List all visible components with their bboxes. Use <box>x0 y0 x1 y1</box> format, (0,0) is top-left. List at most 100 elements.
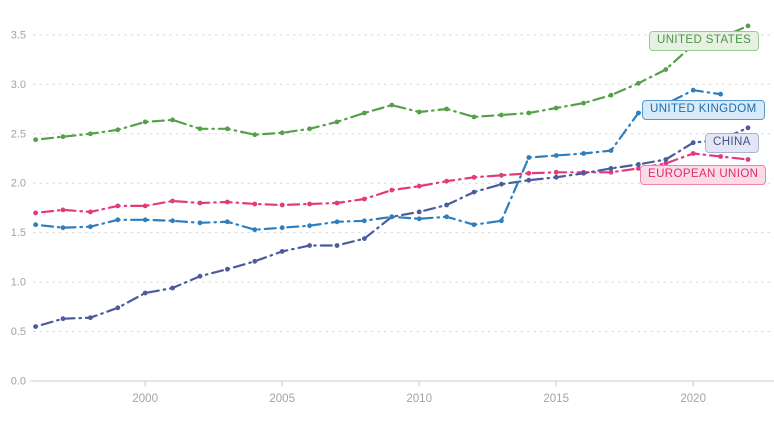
data-point-china-2001 <box>170 285 176 291</box>
data-point-european-union-2010 <box>416 183 422 189</box>
data-point-united-states-1998 <box>88 131 93 137</box>
data-point-european-union-2020 <box>690 151 696 156</box>
y-tick-label: 3.0 <box>11 79 26 91</box>
data-point-united-states-2010 <box>416 109 422 115</box>
data-point-united-states-1997 <box>60 134 66 140</box>
data-point-united-kingdom-2009 <box>389 214 395 220</box>
data-point-united-kingdom-2011 <box>444 214 449 220</box>
data-point-china-1998 <box>88 315 93 321</box>
data-point-united-kingdom-2006 <box>307 223 312 229</box>
x-tick-label: 2000 <box>132 393 158 405</box>
data-point-united-kingdom-2017 <box>608 148 614 154</box>
legend-label-china[interactable]: CHINA <box>705 133 759 153</box>
data-point-european-union-2004 <box>252 201 258 207</box>
x-tick-label: 2020 <box>680 393 706 405</box>
y-tick-label: 0.5 <box>11 326 26 338</box>
data-point-european-union-2015 <box>553 169 559 175</box>
data-point-united-kingdom-2021 <box>718 91 723 97</box>
data-point-china-2004 <box>252 258 258 264</box>
x-tick-label: 2010 <box>406 393 432 405</box>
data-point-european-union-2013 <box>499 172 504 178</box>
data-point-european-union-2005 <box>279 202 285 208</box>
data-point-united-states-1999 <box>115 127 121 133</box>
data-point-united-kingdom-2001 <box>170 218 176 224</box>
data-point-china-2012 <box>471 189 477 195</box>
data-point-european-union-2012 <box>471 174 477 180</box>
legend-label-united-states[interactable]: UNITED STATES <box>649 31 760 51</box>
data-point-united-states-2013 <box>499 112 504 118</box>
data-point-china-2005 <box>279 249 285 254</box>
data-point-european-union-2007 <box>334 200 340 206</box>
data-point-china-2016 <box>581 170 586 176</box>
data-point-united-states-1996 <box>33 137 38 143</box>
data-point-united-states-2011 <box>444 106 449 112</box>
data-point-china-2000 <box>142 290 148 296</box>
data-point-united-kingdom-1999 <box>115 217 121 223</box>
data-point-united-states-2009 <box>389 102 395 108</box>
data-point-european-union-1999 <box>115 203 121 209</box>
data-point-united-kingdom-2007 <box>334 219 340 225</box>
data-point-european-union-2021 <box>718 154 723 159</box>
data-point-china-2015 <box>553 174 559 180</box>
data-point-united-states-2015 <box>553 105 559 111</box>
series-line-china[interactable] <box>34 126 750 328</box>
data-point-united-kingdom-2010 <box>416 216 422 222</box>
data-point-china-2022 <box>745 125 751 131</box>
data-point-united-states-2012 <box>471 114 477 120</box>
data-point-united-kingdom-2008 <box>362 218 367 224</box>
data-point-european-union-1996 <box>33 210 38 216</box>
data-point-european-union-2014 <box>526 170 532 176</box>
legend-label-european-union[interactable]: EUROPEAN UNION <box>640 165 767 185</box>
legend-label-united-kingdom[interactable]: UNITED KINGDOM <box>642 100 765 120</box>
data-point-china-1997 <box>60 316 66 322</box>
data-point-united-states-2019 <box>663 67 669 72</box>
data-point-european-union-2008 <box>362 196 367 202</box>
x-tick-label: 2005 <box>269 393 295 405</box>
data-point-united-states-2000 <box>142 119 148 125</box>
y-tick-label: 2.0 <box>11 178 26 190</box>
data-point-united-kingdom-2000 <box>142 217 148 223</box>
x-tick-label: 2015 <box>543 393 569 405</box>
data-point-united-states-2018 <box>636 80 641 86</box>
data-point-united-kingdom-2018 <box>636 110 641 116</box>
data-point-china-1996 <box>33 324 38 329</box>
data-point-united-kingdom-2013 <box>499 218 504 224</box>
data-point-european-union-2011 <box>444 178 449 184</box>
data-point-china-2010 <box>416 209 422 215</box>
data-point-united-states-2001 <box>170 117 176 123</box>
y-tick-label: 3.5 <box>11 29 26 41</box>
data-point-china-2017 <box>608 166 614 171</box>
data-point-china-2011 <box>444 202 449 208</box>
data-point-united-kingdom-1998 <box>88 224 93 230</box>
y-tick-label: 1.0 <box>11 277 26 289</box>
data-point-china-1999 <box>115 305 121 311</box>
data-point-united-states-2022 <box>745 23 751 29</box>
series-line-united-kingdom[interactable] <box>34 89 722 231</box>
data-point-united-states-2002 <box>197 126 203 132</box>
data-point-european-union-2022 <box>745 157 751 162</box>
y-tick-label: 0.0 <box>11 376 26 388</box>
data-point-united-states-2007 <box>334 119 340 125</box>
y-tick-label: 1.5 <box>11 227 26 239</box>
data-point-united-states-2016 <box>581 100 586 106</box>
data-point-european-union-2018 <box>636 166 641 171</box>
data-point-european-union-1998 <box>88 209 93 215</box>
data-point-european-union-2017 <box>608 169 614 175</box>
data-point-european-union-2006 <box>307 201 312 207</box>
data-point-united-kingdom-2005 <box>279 225 285 231</box>
data-point-china-2020 <box>690 140 696 146</box>
data-point-china-2002 <box>197 273 203 279</box>
data-point-united-kingdom-2014 <box>526 155 532 160</box>
data-point-united-kingdom-2020 <box>690 87 696 93</box>
series-line-united-states[interactable] <box>34 24 750 141</box>
data-point-china-2014 <box>526 177 532 183</box>
data-point-united-states-2014 <box>526 110 532 116</box>
data-point-china-2008 <box>362 236 367 242</box>
data-point-china-2007 <box>334 243 340 248</box>
data-point-united-kingdom-2002 <box>197 220 203 226</box>
data-point-united-kingdom-2012 <box>471 222 477 228</box>
data-point-united-states-2017 <box>608 92 614 98</box>
data-point-china-2019 <box>663 157 669 162</box>
